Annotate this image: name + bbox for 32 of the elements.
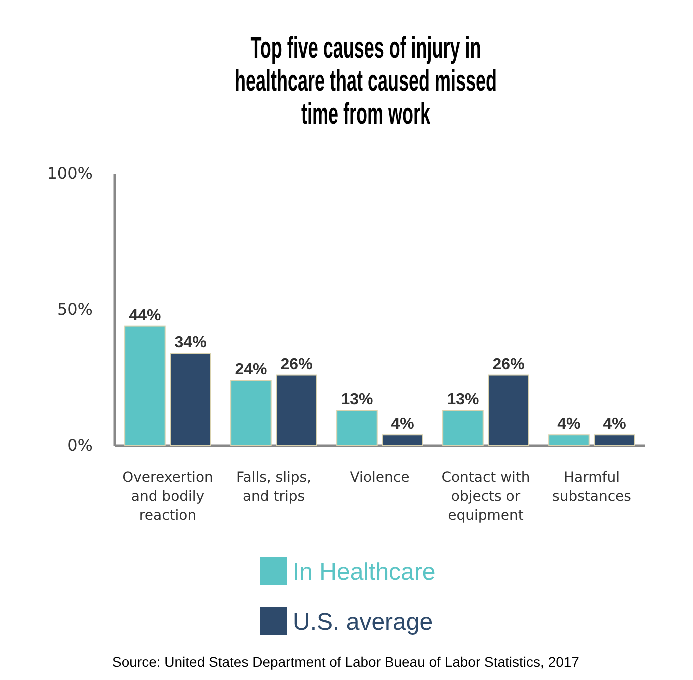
bar <box>382 434 424 446</box>
x-tick-label: Falls, slips, and trips <box>236 470 312 505</box>
data-label: 4% <box>603 416 626 434</box>
bar <box>124 326 166 446</box>
data-label: 24% <box>235 362 268 379</box>
data-label: 4% <box>558 416 581 434</box>
bar <box>170 353 212 446</box>
data-label: 13% <box>341 392 374 409</box>
bar <box>594 434 636 446</box>
bar <box>336 410 378 446</box>
bar <box>442 410 484 446</box>
y-tick-label: 0% <box>68 436 93 456</box>
x-tick-label: Harmful substances <box>552 470 632 505</box>
x-tick-label: Overexertion and bodily reaction <box>122 470 214 524</box>
bar <box>230 380 272 446</box>
data-label: 26% <box>280 356 313 374</box>
data-label: 13% <box>447 392 480 409</box>
x-tick-label: Contact with objects or equipment <box>442 470 530 524</box>
legend-label: In Healthcare <box>293 559 436 586</box>
data-label: 44% <box>129 307 162 324</box>
bar <box>548 434 590 446</box>
y-tick-label: 50% <box>57 300 93 320</box>
bar <box>488 374 530 446</box>
bar <box>276 374 318 446</box>
data-label: 34% <box>174 334 207 352</box>
source-note: Source: United States Department of Labor Bueau of Labor Statistics, 2017 <box>112 654 580 670</box>
data-label: 4% <box>391 416 414 434</box>
y-tick-label: 100% <box>47 164 93 184</box>
x-tick-label: Violence <box>350 470 410 486</box>
chart-title: Top five causes of injury in healthcare that caused missed time from work <box>235 32 497 132</box>
data-label: 26% <box>492 356 525 374</box>
legend-label: U.S. average <box>293 609 434 636</box>
